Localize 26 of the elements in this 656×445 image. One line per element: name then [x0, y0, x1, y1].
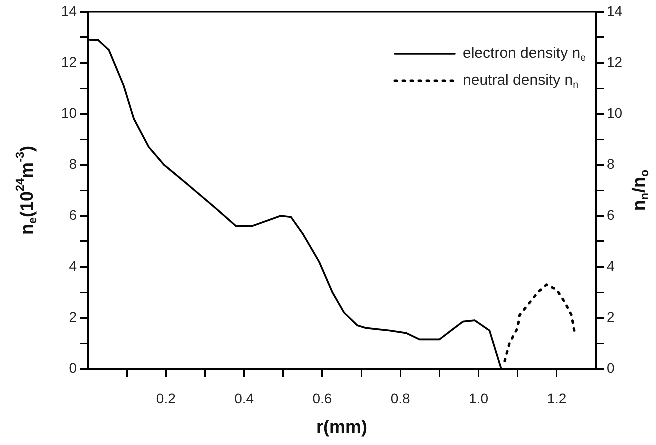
x-tick-label: 1.2 — [547, 390, 567, 406]
y-tick-label: 8 — [69, 156, 78, 172]
line-series — [504, 284, 576, 363]
y-tick-label: 4 — [69, 258, 78, 274]
y-tick-label: 6 — [69, 206, 78, 223]
y-axis-title: ne(1024m-3) — [14, 146, 40, 235]
y2-tick-label: 2 — [607, 308, 615, 325]
y-tick-label: 0 — [69, 360, 78, 376]
x-tick-label: 1.0 — [469, 390, 489, 406]
x-tick-label: 0.2 — [156, 390, 176, 406]
y2-axis-title: nn/no — [628, 170, 652, 212]
y-tick-label: 14 — [61, 2, 78, 19]
x-axis-title: r(mm) — [316, 416, 368, 437]
y2-tick-label: 4 — [607, 258, 615, 274]
y-tick-label: 2 — [69, 308, 78, 325]
y-tick-label: 12 — [61, 54, 78, 70]
y2-tick-label: 0 — [607, 360, 615, 376]
y2-tick-label: 14 — [607, 2, 623, 19]
y2-tick-label: 10 — [607, 104, 623, 121]
y-tick-label: 10 — [61, 104, 78, 121]
y2-tick-label: 6 — [607, 206, 615, 223]
x-tick-label: 0.6 — [312, 390, 332, 406]
x-tick-label: 0.4 — [234, 390, 254, 406]
y2-tick-label: 8 — [607, 156, 615, 172]
x-tick-label: 0.8 — [390, 390, 411, 406]
y2-tick-label: 12 — [607, 54, 623, 70]
